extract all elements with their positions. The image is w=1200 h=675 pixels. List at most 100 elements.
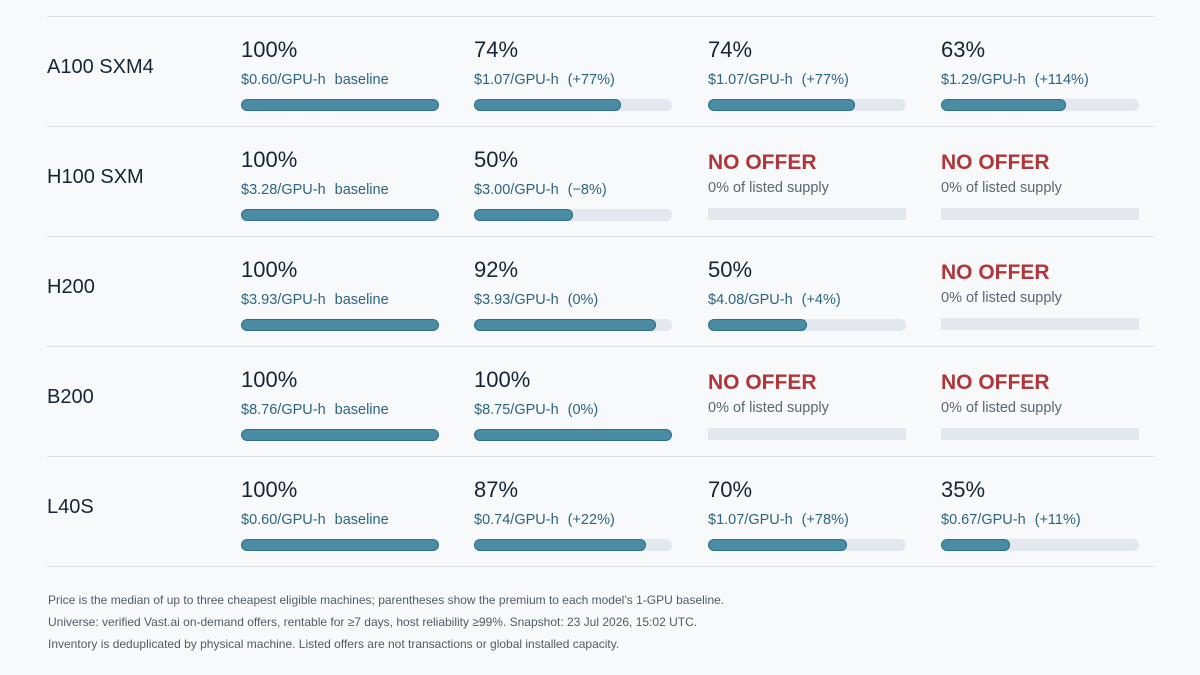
- table-row: B200 100% $8.76/GPU-h baseline 100% $8.75/GPU…: [47, 347, 1154, 457]
- availability-bar-fill: [241, 209, 439, 221]
- footnote-line: Price is the median of up to three cheap…: [48, 593, 725, 607]
- table-cell: 63% $1.29/GPU-h (+114%): [941, 37, 1141, 111]
- table-cell: 100% $3.93/GPU-h baseline: [241, 257, 441, 331]
- availability-bar-track: [941, 318, 1139, 330]
- availability-bar-track: [474, 209, 672, 221]
- availability-percent: 100%: [241, 37, 298, 62]
- price-premium: (+4%): [801, 292, 841, 308]
- table-cell: NO OFFER 0% of listed supply: [941, 147, 1141, 220]
- table-row: H200 100% $3.93/GPU-h baseline 92% $3.93/GPU-…: [47, 237, 1154, 347]
- price-line: 0% of listed supply: [941, 290, 1141, 308]
- price-premium: (0%): [567, 292, 599, 308]
- table-cell: 50% $3.00/GPU-h (−8%): [474, 147, 674, 221]
- table-row: H100 SXM 100% $3.28/GPU-h baseline 50% $3.00/…: [47, 127, 1154, 237]
- availability-bar-track: [941, 208, 1139, 220]
- price-value: $3.93/GPU-h: [474, 292, 559, 308]
- no-offer-label: NO OFFER: [941, 151, 1050, 174]
- availability-percent: 100%: [241, 477, 298, 502]
- table-cell: 100% $0.60/GPU-h baseline: [241, 37, 441, 111]
- availability-bar-fill: [474, 99, 621, 111]
- price-line: $0.60/GPU-h baseline: [241, 512, 441, 530]
- availability-percent: 100%: [241, 257, 298, 282]
- availability-bar-track: [941, 539, 1139, 551]
- availability-bar-track: [941, 428, 1139, 440]
- price-line: $1.07/GPU-h (+77%): [708, 72, 908, 90]
- table-cell: 70% $1.07/GPU-h (+78%): [708, 477, 908, 551]
- model-name: B200: [47, 386, 94, 408]
- price-line: $3.00/GPU-h (−8%): [474, 182, 674, 200]
- price-line: 0% of listed supply: [941, 180, 1141, 198]
- availability-bar-fill: [708, 99, 855, 111]
- availability-bar-fill: [241, 99, 439, 111]
- table-cell: NO OFFER 0% of listed supply: [708, 367, 908, 440]
- price-value: $3.28/GPU-h: [241, 182, 326, 198]
- price-premium: (+77%): [567, 72, 615, 88]
- availability-percent: 74%: [708, 37, 753, 62]
- price-premium: baseline: [334, 292, 389, 308]
- table-cell: 74% $1.07/GPU-h (+77%): [708, 37, 908, 111]
- model-name: H100 SXM: [47, 166, 144, 188]
- price-line: $0.74/GPU-h (+22%): [474, 512, 674, 530]
- availability-bar-track: [241, 429, 439, 441]
- availability-bar-track: [474, 319, 672, 331]
- no-offer-label: NO OFFER: [941, 371, 1050, 394]
- availability-bar-track: [241, 209, 439, 221]
- price-value: $8.76/GPU-h: [241, 402, 326, 418]
- table-cell: 87% $0.74/GPU-h (+22%): [474, 477, 674, 551]
- availability-bar-fill: [474, 539, 646, 551]
- price-line: $8.75/GPU-h (0%): [474, 402, 674, 420]
- availability-bar-track: [941, 99, 1139, 111]
- price-value: $1.29/GPU-h: [941, 72, 1026, 88]
- model-name: A100 SXM4: [47, 56, 154, 78]
- availability-percent: 87%: [474, 477, 519, 502]
- footnote-line: Inventory is deduplicated by physical ma…: [48, 637, 620, 651]
- price-value: $0.60/GPU-h: [241, 512, 326, 528]
- availability-bar-track: [241, 539, 439, 551]
- availability-percent: 74%: [474, 37, 519, 62]
- footnotes: Price is the median of up to three cheap…: [48, 589, 724, 655]
- price-value: 0% of listed supply: [708, 400, 829, 416]
- availability-bar-fill: [941, 539, 1010, 551]
- availability-percent: 70%: [708, 477, 753, 502]
- table-cell: NO OFFER 0% of listed supply: [941, 257, 1141, 330]
- availability-bar-fill: [474, 319, 656, 331]
- price-value: $0.67/GPU-h: [941, 512, 1026, 528]
- price-value: $3.00/GPU-h: [474, 182, 559, 198]
- price-line: $0.67/GPU-h (+11%): [941, 512, 1141, 530]
- price-line: $3.28/GPU-h baseline: [241, 182, 441, 200]
- price-premium: (0%): [567, 402, 599, 418]
- availability-bar-fill: [241, 319, 439, 331]
- price-premium: (+77%): [801, 72, 849, 88]
- availability-bar-fill: [474, 429, 672, 441]
- price-line: 0% of listed supply: [708, 180, 908, 198]
- availability-bar-track: [241, 99, 439, 111]
- availability-bar-fill: [941, 99, 1066, 111]
- price-line: $1.07/GPU-h (+78%): [708, 512, 908, 530]
- availability-bar-fill: [708, 319, 807, 331]
- price-value: $1.07/GPU-h: [708, 512, 793, 528]
- price-premium: baseline: [334, 402, 389, 418]
- price-premium: (−8%): [567, 182, 607, 198]
- table-cell: 100% $3.28/GPU-h baseline: [241, 147, 441, 221]
- availability-bar-track: [708, 428, 906, 440]
- price-premium: baseline: [334, 182, 389, 198]
- availability-percent: 50%: [708, 257, 753, 282]
- price-premium: (+22%): [567, 512, 615, 528]
- price-line: $4.08/GPU-h (+4%): [708, 292, 908, 310]
- no-offer-label: NO OFFER: [708, 151, 817, 174]
- table-cell: 92% $3.93/GPU-h (0%): [474, 257, 674, 331]
- price-line: $0.60/GPU-h baseline: [241, 72, 441, 90]
- price-line: 0% of listed supply: [941, 400, 1141, 418]
- availability-bar-track: [474, 99, 672, 111]
- price-value: $1.07/GPU-h: [474, 72, 559, 88]
- model-name: H200: [47, 276, 95, 298]
- price-line: $8.76/GPU-h baseline: [241, 402, 441, 420]
- availability-bar-fill: [241, 429, 439, 441]
- availability-percent: 63%: [941, 37, 986, 62]
- availability-percent: 100%: [241, 367, 298, 392]
- availability-bar-track: [474, 539, 672, 551]
- availability-percent: 100%: [241, 147, 298, 172]
- price-line: $1.07/GPU-h (+77%): [474, 72, 674, 90]
- availability-bar-track: [474, 429, 672, 441]
- footnote-line: Universe: verified Vast.ai on-demand off…: [48, 615, 698, 629]
